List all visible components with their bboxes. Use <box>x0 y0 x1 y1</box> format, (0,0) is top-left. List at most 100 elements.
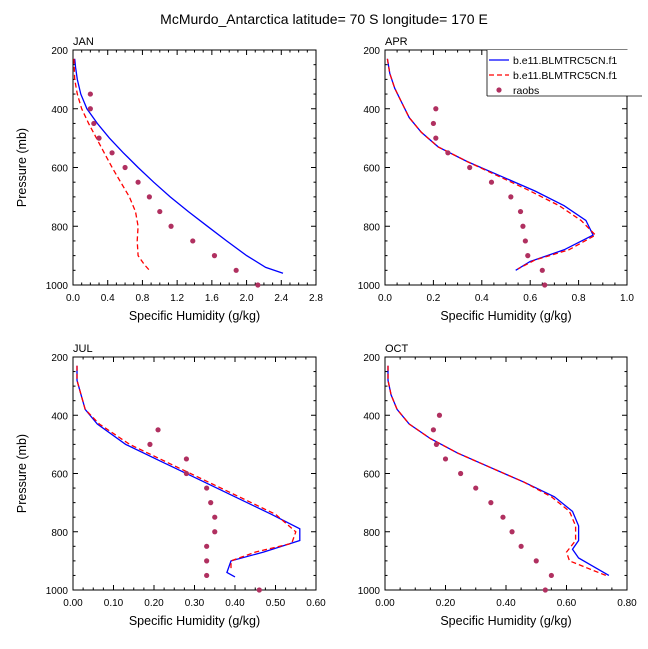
y-tick-label: 400 <box>363 411 380 422</box>
x-tick-label: 1.2 <box>170 293 184 304</box>
raobs-point <box>508 194 514 200</box>
raobs-point <box>533 558 539 564</box>
raobs-point <box>518 543 524 549</box>
raobs-point <box>433 135 439 141</box>
raobs-point <box>436 412 443 418</box>
y-tick-label: 600 <box>363 164 380 175</box>
legend-label: b.e11.BLMTRC5CN.f1 <box>513 70 617 82</box>
chart-panel-jul: 0.00 0.10 0.20 0.30 0.40 0.50 0.60 200 400 600 800… <box>15 343 326 628</box>
legend-marker <box>496 87 502 93</box>
raobs-point <box>433 106 439 112</box>
raobs-point <box>467 164 473 171</box>
model-series-dashed <box>76 365 297 570</box>
raobs-point <box>458 470 464 477</box>
raobs-point <box>548 572 554 579</box>
raobs-point <box>157 208 163 215</box>
y-tick-label: 1000 <box>46 281 69 292</box>
panel-label: APR <box>385 36 408 48</box>
x-axis-label: Specific Humidity (g/kg) <box>440 309 571 323</box>
x-tick-label: 0.10 <box>104 598 124 609</box>
y-tick-label: 400 <box>51 105 68 116</box>
legend-label: raobs <box>513 85 539 97</box>
model-series-solid <box>76 365 301 578</box>
y-tick-label: 600 <box>363 470 380 481</box>
raobs-point <box>211 253 218 259</box>
raobs-point <box>168 223 174 229</box>
raobs-point <box>520 223 526 229</box>
x-tick-label: 0.8 <box>572 293 586 304</box>
panels: 0.0 0.4 0.8 1.2 1.6 2.0 2.4 2.8 200 400 600 800 1000… <box>15 36 637 628</box>
chart-panel-jan: 0.0 0.4 0.8 1.2 1.6 2.0 2.4 2.8 200 400 600 800 1000… <box>15 36 323 323</box>
x-tick-label: 2.8 <box>309 293 323 304</box>
raobs-point <box>525 253 531 259</box>
x-tick-label: 0.0 <box>378 293 392 304</box>
x-tick-label: 0.50 <box>266 598 286 609</box>
legend: b.e11.BLMTRC5CN.f1 b.e11.BLMTRC5CN.f1 raob… <box>486 50 642 97</box>
x-tick-label: 0.40 <box>225 598 245 609</box>
raobs-point <box>255 282 261 288</box>
y-tick-label: 1000 <box>358 586 381 597</box>
raobs-point <box>135 179 141 185</box>
raobs-point <box>488 179 495 185</box>
x-tick-label: 0.0 <box>66 293 80 304</box>
raobs-point <box>500 514 506 520</box>
x-tick-label: 0.20 <box>436 598 456 609</box>
raobs-point <box>433 441 440 447</box>
plot-frame <box>72 49 317 286</box>
raobs-point <box>109 150 115 156</box>
model-series-dashed <box>386 58 597 270</box>
raobs-point <box>542 587 548 593</box>
raobs-point <box>96 135 102 141</box>
model-series-solid <box>387 365 610 576</box>
raobs-point <box>509 529 515 535</box>
raobs-point <box>473 485 479 491</box>
x-tick-label: 0.00 <box>375 598 395 609</box>
raobs-point <box>488 500 494 506</box>
raobs-point <box>233 267 239 273</box>
model-series-dashed <box>73 58 150 271</box>
raobs-point <box>204 485 210 491</box>
x-tick-label: 2.4 <box>274 293 288 304</box>
model-series-solid <box>74 58 284 274</box>
x-tick-label: 0.4 <box>101 293 115 304</box>
y-tick-label: 800 <box>363 222 380 233</box>
y-tick-label: 200 <box>363 46 380 57</box>
x-tick-label: 0.6 <box>523 293 537 304</box>
raobs-point <box>539 267 545 273</box>
y-tick-label: 200 <box>363 353 380 364</box>
panel-label: JUL <box>73 343 93 355</box>
y-tick-label: 400 <box>51 411 68 422</box>
x-tick-label: 1.6 <box>205 293 219 304</box>
raobs-point <box>190 238 196 244</box>
x-tick-label: 1.0 <box>620 293 634 304</box>
y-tick-label: 400 <box>363 105 380 116</box>
x-tick-label: 0.40 <box>496 598 516 609</box>
x-axis-label: Specific Humidity (g/kg) <box>440 614 571 628</box>
chart-panel-oct: 0.00 0.20 0.40 0.60 0.80 200 400 600 800 1000 OCT S… <box>358 343 637 628</box>
legend-label: b.e11.BLMTRC5CN.f1 <box>513 55 617 67</box>
raobs-point <box>212 529 218 535</box>
y-tick-label: 200 <box>51 46 68 57</box>
y-tick-label: 800 <box>51 222 68 233</box>
y-tick-label: 800 <box>363 528 380 539</box>
raobs-point <box>204 572 210 579</box>
y-axis-label: Pressure (mb) <box>15 128 29 207</box>
raobs-point <box>522 238 528 244</box>
legend-box <box>487 50 642 96</box>
model-series-dashed <box>387 365 607 577</box>
raobs-point <box>122 164 128 171</box>
raobs-point <box>146 194 152 200</box>
raobs-point <box>256 587 262 593</box>
x-tick-label: 0.20 <box>144 598 164 609</box>
x-tick-label: 0.8 <box>135 293 149 304</box>
raobs-point <box>442 456 449 462</box>
raobs-point <box>517 208 524 215</box>
raobs-point <box>155 427 161 433</box>
raobs-point <box>542 282 548 288</box>
raobs-point <box>445 150 451 156</box>
x-tick-label: 0.00 <box>63 598 83 609</box>
raobs-point <box>204 543 210 549</box>
raobs-point <box>208 500 214 506</box>
y-tick-label: 200 <box>51 353 68 364</box>
raobs-point <box>183 470 189 477</box>
